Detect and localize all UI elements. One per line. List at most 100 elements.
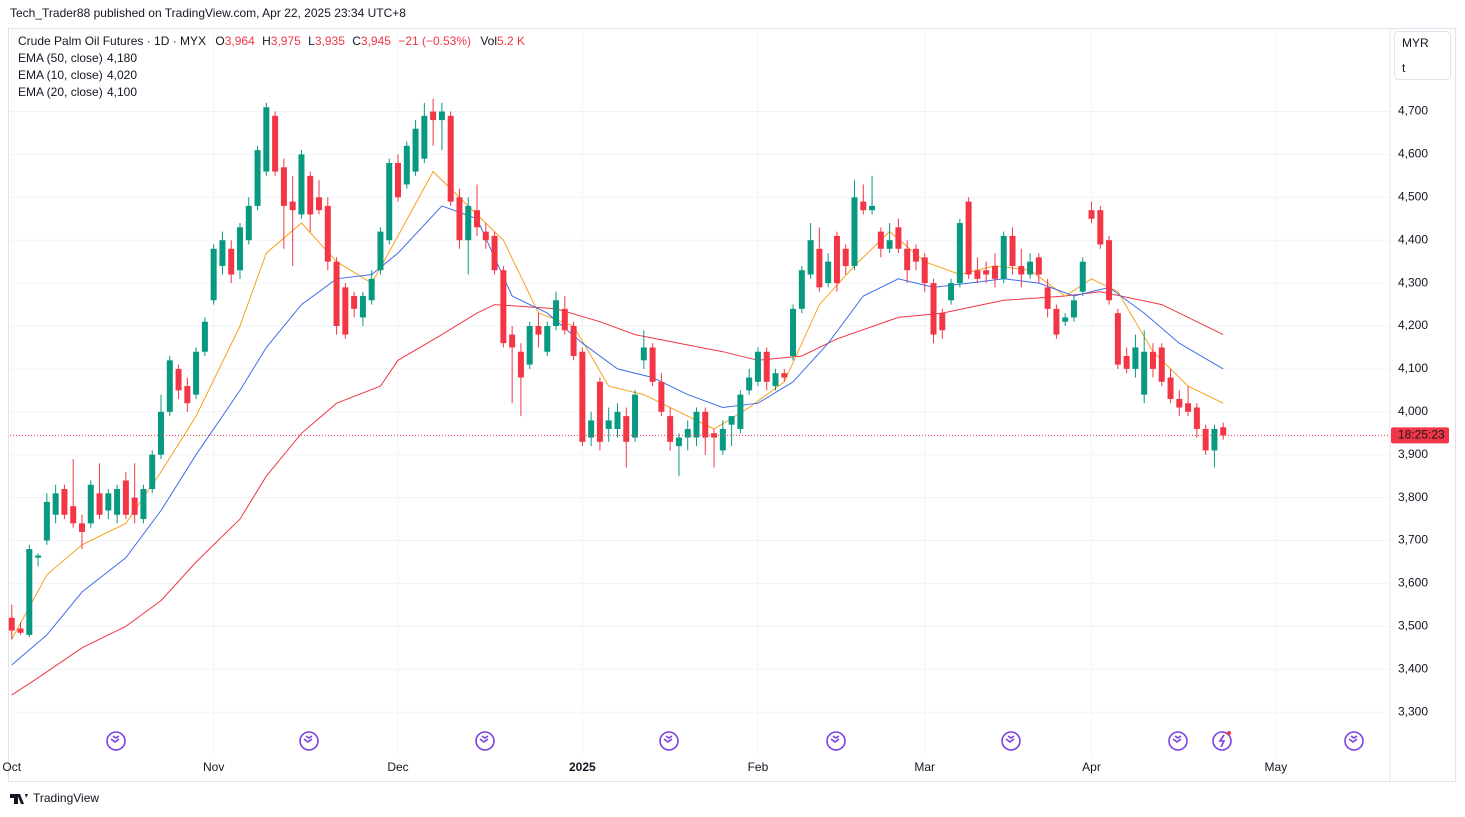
y-tick-label: 3,500 bbox=[1398, 618, 1428, 632]
candle-body bbox=[1220, 427, 1227, 436]
candle-body bbox=[1158, 347, 1165, 382]
candle-body bbox=[561, 308, 568, 331]
candle-body bbox=[965, 201, 972, 275]
candle-body bbox=[377, 231, 384, 271]
c-value: 3,945 bbox=[361, 34, 391, 48]
y-tick-label: 4,700 bbox=[1398, 104, 1428, 118]
candle-body bbox=[465, 205, 472, 241]
grid bbox=[10, 30, 1390, 755]
c-label: C bbox=[352, 34, 361, 48]
candle-body bbox=[526, 326, 533, 365]
candle-body bbox=[684, 428, 691, 438]
candle-body bbox=[412, 128, 419, 172]
candle-body bbox=[500, 270, 507, 344]
y-tick-label: 4,600 bbox=[1398, 147, 1428, 161]
last-price-box bbox=[1391, 427, 1449, 444]
candle-body bbox=[930, 283, 937, 335]
candle-body bbox=[368, 278, 375, 301]
candle-body bbox=[1176, 398, 1183, 408]
candle-body bbox=[1070, 300, 1077, 318]
candle-body bbox=[52, 493, 59, 515]
candle-body bbox=[737, 394, 744, 429]
candle-body bbox=[702, 411, 709, 438]
candle-body bbox=[658, 381, 665, 412]
candle-body bbox=[166, 360, 173, 412]
event-icon[interactable] bbox=[659, 731, 679, 751]
candle-body bbox=[1018, 265, 1025, 275]
candle-body bbox=[114, 489, 121, 515]
x-tick-label: May bbox=[1265, 760, 1288, 774]
candle-body bbox=[781, 373, 788, 378]
candle-body bbox=[1141, 351, 1148, 395]
candle-body bbox=[35, 555, 42, 558]
h-value: 3,975 bbox=[271, 34, 301, 48]
candle-body bbox=[201, 321, 208, 352]
ohlc-header: Crude Palm Oil Futures · 1D · MYX O3,964… bbox=[18, 34, 525, 48]
y-tick-label: 4,100 bbox=[1398, 361, 1428, 375]
event-icon[interactable] bbox=[1001, 731, 1021, 751]
event-icon[interactable] bbox=[1168, 731, 1188, 751]
candle-body bbox=[763, 351, 770, 382]
l-value: 3,935 bbox=[315, 34, 345, 48]
candle-body bbox=[728, 416, 735, 425]
y-tick-label: 4,000 bbox=[1398, 404, 1428, 418]
event-icon[interactable] bbox=[106, 731, 126, 751]
event-icon[interactable] bbox=[1344, 731, 1364, 751]
candle-body bbox=[570, 326, 577, 357]
event-icon[interactable] bbox=[299, 731, 319, 751]
y-tick-label: 3,700 bbox=[1398, 533, 1428, 547]
legend-value: 4,020 bbox=[107, 68, 137, 82]
x-tick-label: Nov bbox=[203, 760, 224, 774]
x-tick-label: Feb bbox=[748, 760, 769, 774]
candle-body bbox=[140, 489, 147, 520]
event-icon[interactable] bbox=[826, 731, 846, 751]
candle-body bbox=[96, 493, 103, 515]
candle-body bbox=[26, 549, 33, 635]
event-icon[interactable] bbox=[1212, 731, 1232, 751]
y-tick-label: 4,500 bbox=[1398, 189, 1428, 203]
candle-body bbox=[904, 248, 911, 271]
vol-value: 5.2 K bbox=[497, 34, 525, 48]
candle-body bbox=[359, 295, 366, 318]
ema-line bbox=[11, 205, 1224, 666]
candle-body bbox=[1167, 377, 1174, 399]
candle-body bbox=[596, 381, 603, 442]
x-tick-label: Mar bbox=[914, 760, 935, 774]
candle-body bbox=[421, 115, 428, 159]
candle-body bbox=[184, 386, 191, 404]
candle-body bbox=[219, 240, 226, 266]
currency-box[interactable] bbox=[1394, 31, 1451, 80]
candle-body bbox=[790, 308, 797, 357]
candle-body bbox=[122, 480, 129, 515]
candle-body bbox=[605, 420, 612, 429]
candle-body bbox=[711, 433, 718, 438]
change: −21 (−0.53%) bbox=[398, 34, 471, 48]
publisher: Tech_Trader88 published on TradingView.c… bbox=[10, 6, 406, 20]
logo bbox=[10, 794, 28, 804]
candle-body bbox=[877, 231, 884, 249]
candle-body bbox=[333, 261, 340, 327]
y-tick-label: 3,800 bbox=[1398, 490, 1428, 504]
candle-body bbox=[210, 248, 217, 301]
x-tick-label: 2025 bbox=[569, 760, 596, 774]
candle-body bbox=[316, 197, 323, 211]
candle-body bbox=[1202, 428, 1209, 451]
candle-body bbox=[280, 167, 287, 206]
candle-body bbox=[1079, 261, 1086, 292]
candle-body bbox=[438, 111, 445, 121]
candle-body bbox=[948, 283, 955, 301]
candle-body bbox=[886, 240, 893, 249]
candle-body bbox=[1114, 313, 1121, 365]
candle-body bbox=[869, 205, 876, 211]
candle-body bbox=[491, 235, 498, 271]
event-icon[interactable] bbox=[475, 731, 495, 751]
candle-body bbox=[482, 231, 489, 241]
candle-body bbox=[474, 210, 481, 228]
candle-body bbox=[895, 227, 902, 249]
candle-body bbox=[1097, 210, 1104, 245]
candle-body bbox=[263, 107, 270, 172]
legend-name: EMA (50, close) bbox=[18, 51, 103, 65]
candle-body bbox=[307, 175, 314, 215]
candle-body bbox=[324, 205, 331, 262]
candle-body bbox=[447, 115, 454, 202]
